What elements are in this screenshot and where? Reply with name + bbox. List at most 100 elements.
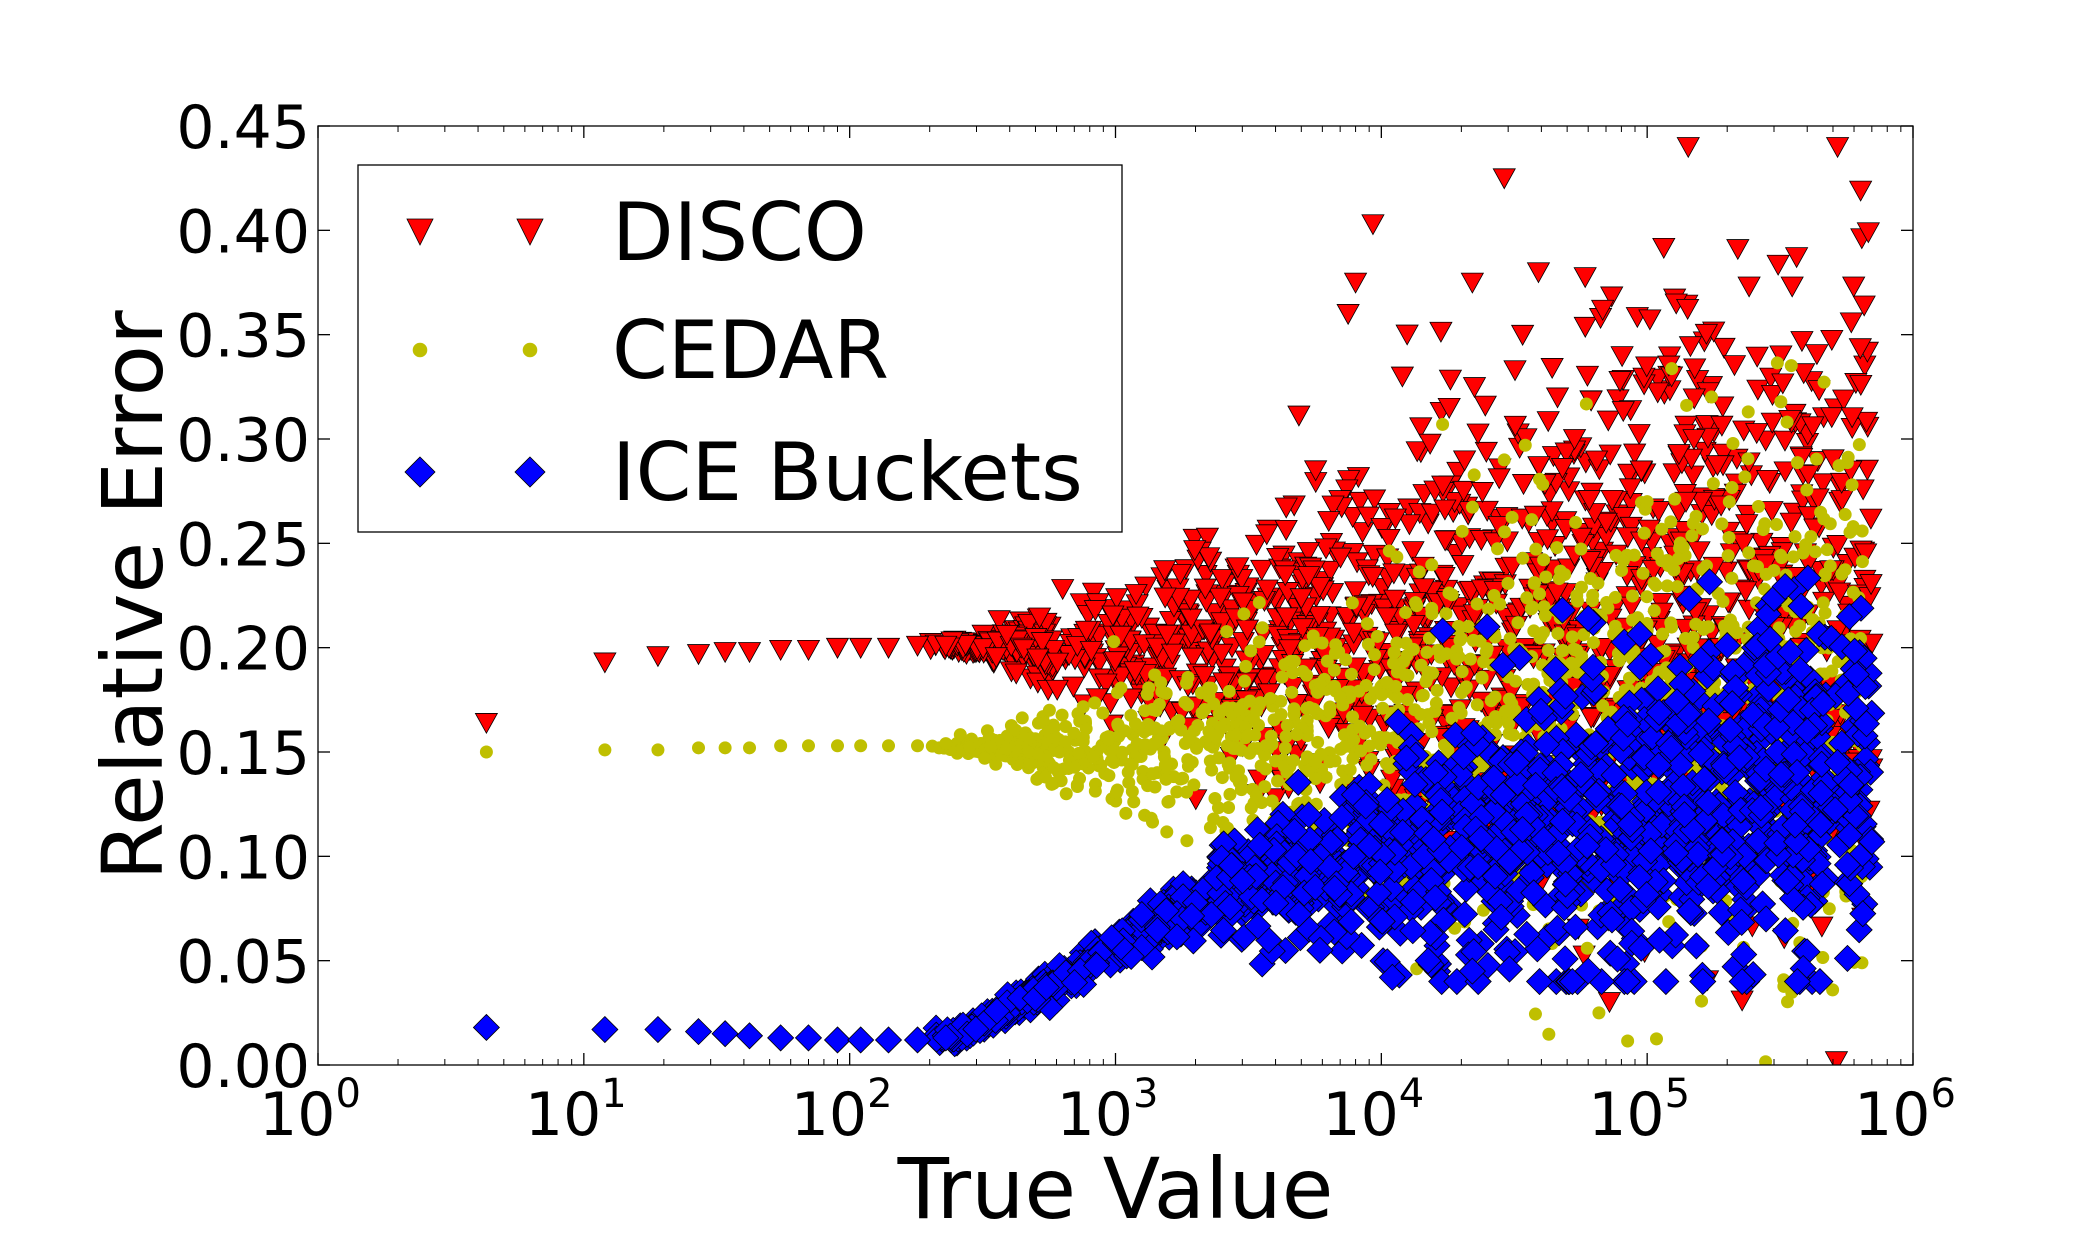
data-point — [1555, 644, 1569, 658]
data-point — [1141, 779, 1155, 793]
data-point — [1314, 747, 1328, 761]
data-point — [1096, 706, 1110, 720]
data-point — [1741, 452, 1755, 466]
data-point — [1128, 717, 1142, 731]
data-point — [1569, 527, 1593, 549]
data-point — [1455, 665, 1469, 679]
data-point — [1722, 530, 1736, 544]
data-point — [1497, 453, 1511, 467]
data-point — [1811, 473, 1835, 495]
data-point — [1350, 522, 1375, 544]
data-point — [1265, 794, 1279, 808]
data-point — [1053, 745, 1067, 759]
data-point — [1801, 416, 1825, 438]
data-point — [1706, 477, 1720, 491]
data-point — [1579, 707, 1603, 729]
data-point — [1342, 622, 1366, 644]
data-point — [1208, 729, 1222, 743]
data-point — [1072, 746, 1086, 760]
data-point — [1181, 647, 1205, 669]
data-point — [1240, 729, 1254, 743]
data-point — [1475, 500, 1499, 522]
data-point — [1760, 384, 1785, 406]
data-point — [1726, 436, 1740, 450]
x-tick-label: 104 — [1322, 1071, 1424, 1150]
data-point — [1042, 703, 1056, 717]
data-point — [1269, 754, 1283, 768]
data-point — [1826, 535, 1850, 557]
data-point — [1370, 629, 1384, 643]
data-point — [1285, 685, 1299, 699]
data-point — [1190, 741, 1204, 755]
data-point — [1303, 460, 1328, 482]
data-point — [1855, 459, 1880, 481]
data-point — [1286, 666, 1300, 680]
data-point — [1505, 510, 1519, 524]
data-point — [1584, 450, 1609, 472]
data-point — [1826, 983, 1840, 997]
data-point — [1800, 483, 1814, 497]
data-point — [934, 635, 958, 657]
y-axis-label: Relative Error — [84, 310, 182, 881]
data-point — [1094, 673, 1118, 695]
data-point — [1155, 685, 1169, 699]
data-point — [1460, 272, 1485, 294]
data-point — [1209, 643, 1234, 665]
legend-label: DISCO — [612, 186, 867, 279]
data-point — [1843, 525, 1857, 539]
data-point — [1859, 574, 1883, 596]
data-point — [1792, 363, 1816, 385]
data-point — [1856, 222, 1881, 244]
data-point — [1511, 474, 1536, 496]
data-point — [1535, 529, 1560, 551]
data-point — [1823, 559, 1837, 573]
data-point — [1526, 262, 1551, 284]
data-point — [1525, 513, 1539, 527]
data-point — [1751, 499, 1765, 513]
data-point — [1068, 760, 1082, 774]
data-point — [1287, 405, 1311, 427]
data-point — [1646, 382, 1670, 404]
data-point — [1537, 553, 1551, 567]
data-point — [1115, 745, 1129, 759]
data-point — [1111, 717, 1125, 731]
data-point — [1340, 506, 1365, 529]
data-point — [1619, 516, 1643, 538]
data-point — [1436, 417, 1450, 431]
data-point — [1317, 511, 1341, 533]
data-point — [1155, 624, 1179, 646]
data-point — [1755, 469, 1780, 491]
data-point — [987, 610, 1011, 632]
data-point — [1387, 646, 1401, 660]
data-point — [1562, 429, 1587, 451]
data-point — [1640, 495, 1654, 509]
data-point — [1646, 501, 1671, 523]
data-point — [1652, 237, 1676, 259]
data-point — [651, 743, 665, 757]
x-axis-label: True Value — [897, 1140, 1334, 1238]
data-point — [1542, 1027, 1556, 1041]
legend-label: ICE Buckets — [612, 426, 1083, 519]
data-point — [978, 751, 992, 765]
data-point — [1848, 180, 1873, 202]
data-point — [1745, 423, 1769, 445]
data-point — [1183, 540, 1207, 562]
data-point — [1124, 584, 1148, 606]
data-point — [1212, 707, 1226, 721]
legend-marker — [412, 342, 428, 358]
y-tick-label: 0.25 — [176, 510, 310, 580]
data-point — [1180, 834, 1194, 848]
data-point — [1160, 643, 1185, 665]
data-point — [1540, 358, 1564, 380]
data-point — [1198, 623, 1223, 645]
data-point — [1275, 607, 1299, 629]
data-point — [692, 741, 706, 755]
data-point — [1362, 489, 1387, 511]
data-point — [1402, 615, 1426, 637]
data-point — [1841, 450, 1855, 464]
data-point — [1685, 529, 1699, 543]
data-point — [1229, 770, 1243, 784]
data-point — [1573, 267, 1597, 289]
data-point — [1608, 590, 1622, 604]
data-point — [1718, 690, 1746, 718]
